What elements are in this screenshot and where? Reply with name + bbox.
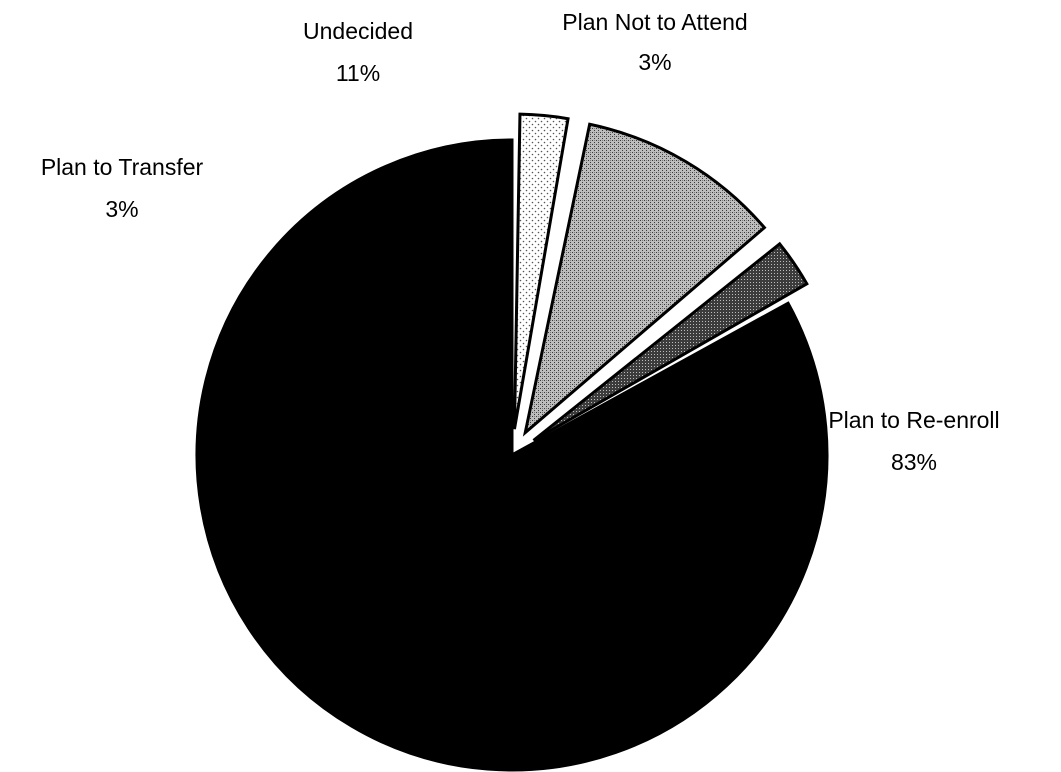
slice-label-plan-to-transfer: Plan to Transfer — [41, 154, 204, 180]
slice-value-undecided: 11% — [336, 60, 380, 86]
slice-label-plan-not-to-attend: Plan Not to Attend — [562, 9, 747, 35]
pie-slice-plan-to-transfer — [512, 112, 570, 430]
pie-slice-undecided — [522, 122, 767, 437]
pie-slice-plan-not-to-attend — [532, 241, 809, 442]
pie-labels: Plan to Re-enroll 83% Plan to Transfer 3… — [41, 9, 1000, 475]
pie-slices — [195, 112, 829, 772]
pie-slice-plan-to-re-enroll — [195, 138, 829, 772]
slice-value-plan-to-transfer: 3% — [105, 196, 138, 222]
slice-label-plan-to-re-enroll: Plan to Re-enroll — [828, 407, 999, 433]
slice-value-plan-to-re-enroll: 83% — [891, 449, 937, 475]
slice-label-undecided: Undecided — [303, 18, 413, 44]
slice-value-plan-not-to-attend: 3% — [638, 49, 671, 75]
